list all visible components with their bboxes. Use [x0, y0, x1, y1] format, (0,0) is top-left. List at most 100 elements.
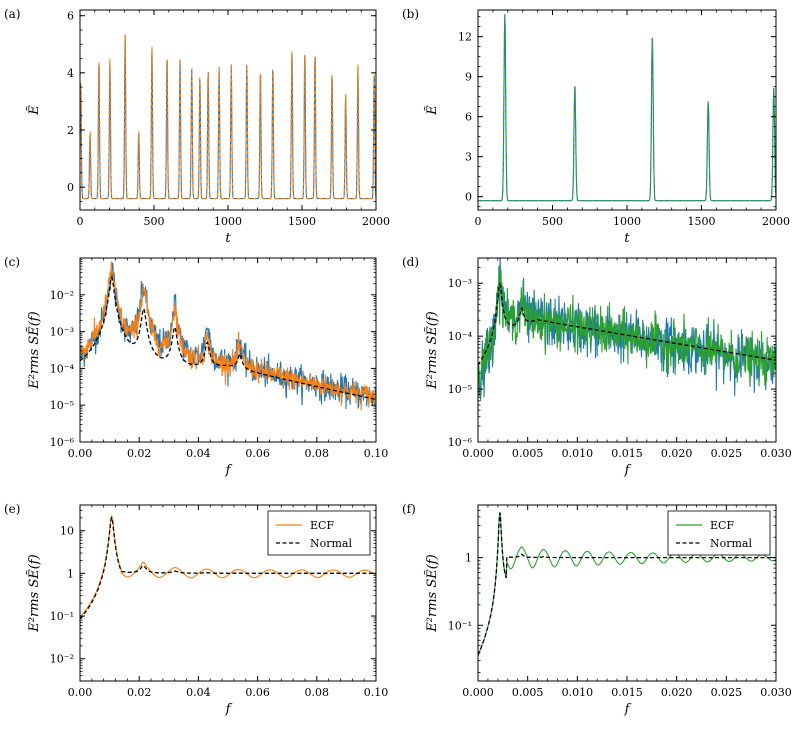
series-e-normal [80, 516, 376, 620]
axes-frame-c [79, 257, 377, 443]
panel-f: 0.000 0.005 0.010 0.015 0.020 0.025 0.030 10⁻¹ 1… [402, 502, 792, 717]
y-axis-label-e: E²rms SẼ(f) [26, 554, 42, 632]
x-tick-label-c: 0.06 [245, 447, 270, 460]
series-c-ecf [80, 261, 376, 411]
x-tick-label-c: 0.08 [305, 447, 330, 460]
y-axis-label-d: E²rms SẼ(f) [424, 311, 440, 389]
x-tick-label-f: 0.000 [462, 686, 494, 699]
y-tick-label-c: 10⁻² [50, 289, 74, 302]
legend-label-e: Normal [310, 537, 352, 550]
panel-b: 0 500 1000 1500 2000 0 3 6 9 12 t Ẽ (b) [402, 7, 790, 246]
legend-e [267, 510, 371, 556]
panel-label-e: (e) [4, 502, 20, 516]
y-tick-label-d: 10⁻⁵ [448, 383, 472, 396]
x-axis-label-a: t [225, 231, 231, 246]
y-tick-label-c: 10⁻⁴ [50, 362, 75, 375]
series-c-model [80, 275, 376, 401]
y-tick-label-e: 1 [67, 567, 74, 580]
y-tick-label-d: 10⁻⁴ [448, 330, 473, 343]
panel-label-f: (f) [402, 502, 416, 516]
x-tick-label-d: 0.000 [462, 447, 494, 460]
x-tick-label-d: 0.020 [661, 447, 693, 460]
x-tick-label-b: 0 [475, 215, 482, 228]
x-tick-label-d: 0.015 [611, 447, 643, 460]
y-tick-label-a: 2 [67, 124, 74, 137]
x-tick-label-c: 0.02 [127, 447, 152, 460]
y-axis-label-f: E²rms SẼ(f) [424, 554, 440, 632]
y-axis-label-c: E²rms SẼ(f) [26, 311, 42, 389]
x-tick-label-c: 0.10 [364, 447, 389, 460]
series-b-normal [478, 15, 776, 202]
y-tick-label-c: 10⁻⁵ [50, 399, 74, 412]
y-tick-label-e: 10⁻² [50, 653, 74, 666]
x-axis-label-d: f [624, 463, 632, 478]
x-tick-label-f: 0.030 [760, 686, 792, 699]
x-tick-label-e: 0.10 [364, 686, 389, 699]
y-axis-label-b: Ẽ [424, 105, 440, 116]
legend-label-f: ECF [710, 519, 734, 532]
series-d-ecf [478, 265, 776, 401]
x-tick-label-a: 500 [144, 215, 165, 228]
y-tick-label-a: 4 [67, 67, 74, 80]
y-tick-label-e: 10⁻¹ [50, 610, 74, 623]
panel-label-a: (a) [4, 7, 21, 21]
panel-label-c: (c) [4, 255, 20, 269]
y-tick-label-e: 10 [60, 525, 74, 538]
x-tick-label-b: 1500 [688, 215, 716, 228]
x-tick-label-b: 1000 [613, 215, 641, 228]
series-d-model [478, 282, 776, 366]
y-tick-label-b: 0 [465, 191, 472, 204]
x-tick-label-e: 0.02 [127, 686, 152, 699]
legend-f [667, 510, 771, 556]
series-f-normal [478, 512, 776, 656]
x-tick-label-d: 0.005 [512, 447, 544, 460]
x-axis-label-e: f [225, 702, 233, 717]
y-tick-label-f: 1 [465, 552, 472, 565]
x-tick-label-d: 0.025 [711, 447, 743, 460]
x-tick-label-e: 0.04 [186, 686, 211, 699]
y-axis-label-a: Ẽ [26, 105, 42, 116]
y-tick-label-c: 10⁻⁶ [50, 436, 75, 449]
panel-label-b: (b) [402, 7, 419, 21]
x-tick-label-e: 0.00 [68, 686, 93, 699]
x-tick-label-f: 0.020 [661, 686, 693, 699]
x-tick-label-e: 0.06 [245, 686, 270, 699]
legend-label-e: ECF [310, 519, 334, 532]
x-tick-label-d: 0.030 [760, 447, 792, 460]
x-tick-label-a: 0 [77, 215, 84, 228]
x-tick-label-a: 2000 [362, 215, 390, 228]
y-tick-label-b: 6 [465, 111, 472, 124]
x-tick-label-b: 500 [542, 215, 563, 228]
x-tick-label-b: 2000 [762, 215, 790, 228]
y-tick-label-b: 9 [465, 71, 472, 84]
panel-label-d: (d) [402, 255, 419, 269]
y-tick-label-a: 6 [67, 10, 74, 23]
series-a-ecf [80, 34, 376, 200]
series-b-ecf [478, 13, 776, 202]
x-tick-label-e: 0.08 [305, 686, 330, 699]
x-axis-label-f: f [624, 702, 632, 717]
x-tick-label-f: 0.015 [611, 686, 643, 699]
panel-c: 0.00 0.02 0.04 0.06 0.08 0.10 10⁻⁶ 10⁻⁵ 10⁻⁴ 10⁻³… [4, 255, 388, 478]
x-tick-label-a: 1500 [288, 215, 316, 228]
panel-a: 0 500 1000 1500 2000 0 2 4 6 t Ẽ (a) [4, 7, 390, 246]
x-axis-label-b: t [624, 231, 630, 246]
series-d-normal [478, 258, 776, 398]
x-tick-label-f: 0.025 [711, 686, 743, 699]
x-tick-label-f: 0.010 [562, 686, 594, 699]
panel-e: 0.00 0.02 0.04 0.06 0.08 0.10 10⁻² 10⁻¹ 1 10 f E²rm… [4, 502, 388, 717]
x-tick-label-a: 1000 [214, 215, 242, 228]
legend-label-f: Normal [710, 537, 752, 550]
x-tick-label-d: 0.010 [562, 447, 594, 460]
x-tick-label-c: 0.04 [186, 447, 211, 460]
y-tick-label-a: 0 [67, 181, 74, 194]
x-axis-label-c: f [225, 463, 233, 478]
series-f-ecf [478, 512, 776, 656]
y-tick-label-d: 10⁻³ [448, 277, 472, 290]
x-tick-label-f: 0.005 [512, 686, 544, 699]
y-tick-label-b: 3 [465, 151, 472, 164]
y-tick-label-c: 10⁻³ [50, 326, 74, 339]
y-tick-label-f: 10⁻¹ [448, 619, 472, 632]
axes-frame-e [79, 504, 377, 682]
